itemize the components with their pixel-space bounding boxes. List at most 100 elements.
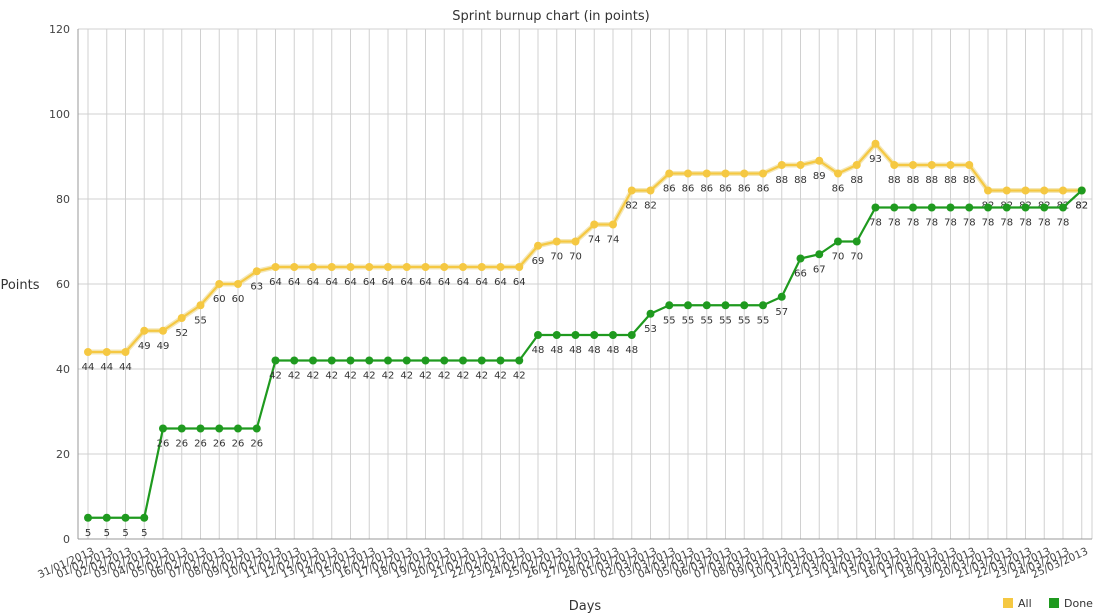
data-point [965,203,974,212]
data-point [571,331,580,339]
data-point [627,331,636,339]
data-label: 89 [813,171,826,182]
data-point [815,250,824,259]
y-axis-title: Points [0,278,39,293]
data-point [590,220,599,229]
data-label: 69 [532,256,545,267]
data-label: 48 [532,345,545,356]
data-point [515,263,524,271]
y-axis-ticks: 0 20 40 60 80 100 120 [49,23,70,546]
data-point [1002,186,1011,195]
data-point [1059,203,1067,212]
data-point [1059,186,1067,195]
data-point [290,263,299,271]
data-label: 64 [457,277,470,288]
data-label: 42 [457,371,470,382]
data-point [927,161,936,169]
legend-entry: All [1018,597,1032,610]
data-label: 5 [104,528,110,539]
data-point [252,267,261,276]
data-label: 42 [419,371,432,382]
data-point [721,169,730,178]
data-point [402,356,411,365]
data-point [440,356,449,365]
data-point [777,161,786,169]
data-label: 42 [382,371,395,382]
data-point [234,424,242,433]
data-point [365,263,374,271]
data-point [327,263,336,271]
data-label: 64 [363,277,376,288]
data-point [684,301,692,310]
data-label: 55 [719,315,732,326]
data-point [852,237,861,246]
data-point [777,292,786,301]
data-label: 48 [625,345,638,356]
data-point [140,513,149,522]
data-label: 78 [963,218,976,229]
data-point [496,356,505,365]
data-point [609,331,617,339]
data-point [402,263,411,271]
data-point [477,263,486,271]
data-label: 42 [307,371,320,382]
data-label: 42 [475,371,488,382]
data-label: 44 [100,362,113,373]
data-point [946,161,955,169]
data-point [440,263,449,271]
data-label: 55 [738,315,751,326]
chart-title: Sprint burnup chart (in points) [452,9,649,24]
data-point [796,161,805,169]
data-label: 64 [494,277,507,288]
data-label: 26 [194,439,207,450]
data-point [909,203,917,212]
data-point [1040,203,1049,212]
data-point [252,424,261,433]
y-tick-label: 20 [56,448,70,461]
data-point [702,301,711,310]
data-label: 70 [569,252,582,263]
data-point [346,356,355,365]
data-label: 49 [157,341,170,352]
data-label: 93 [869,154,882,165]
data-point [946,203,955,212]
series-all: 44 44 44 49 49 52 55 60 60 63 64 64 64 64 64 64 64 64 64 64… [82,139,1088,373]
data-point [1077,186,1086,195]
data-label: 64 [475,277,488,288]
data-label: 86 [700,184,713,195]
data-point [459,263,467,271]
data-point [965,161,974,169]
data-point [1021,203,1030,212]
data-label: 82 [644,201,657,212]
data-label: 86 [738,184,751,195]
y-tick-label: 120 [49,23,70,36]
data-point [909,161,917,169]
data-point [196,424,205,433]
x-axis-title: Days [569,599,602,614]
data-point [534,331,542,339]
data-label: 42 [494,371,507,382]
data-point [590,331,599,339]
data-point [234,280,242,288]
data-point [215,424,224,433]
data-label: 64 [307,277,320,288]
data-label: 78 [982,218,995,229]
data-point [740,169,749,178]
data-point [421,356,430,365]
data-label: 78 [1038,218,1051,229]
data-label: 55 [194,315,207,326]
data-label: 55 [700,315,713,326]
data-point [665,169,674,178]
data-label: 26 [157,439,170,450]
data-label: 86 [663,184,676,195]
data-point [627,186,636,195]
data-point [740,301,749,310]
data-label: 78 [1057,218,1070,229]
data-point [102,348,111,356]
data-point [890,203,899,212]
data-point [927,203,936,212]
data-label: 86 [719,184,732,195]
data-point [1002,203,1011,212]
data-label: 88 [907,175,920,186]
data-point [159,326,167,335]
